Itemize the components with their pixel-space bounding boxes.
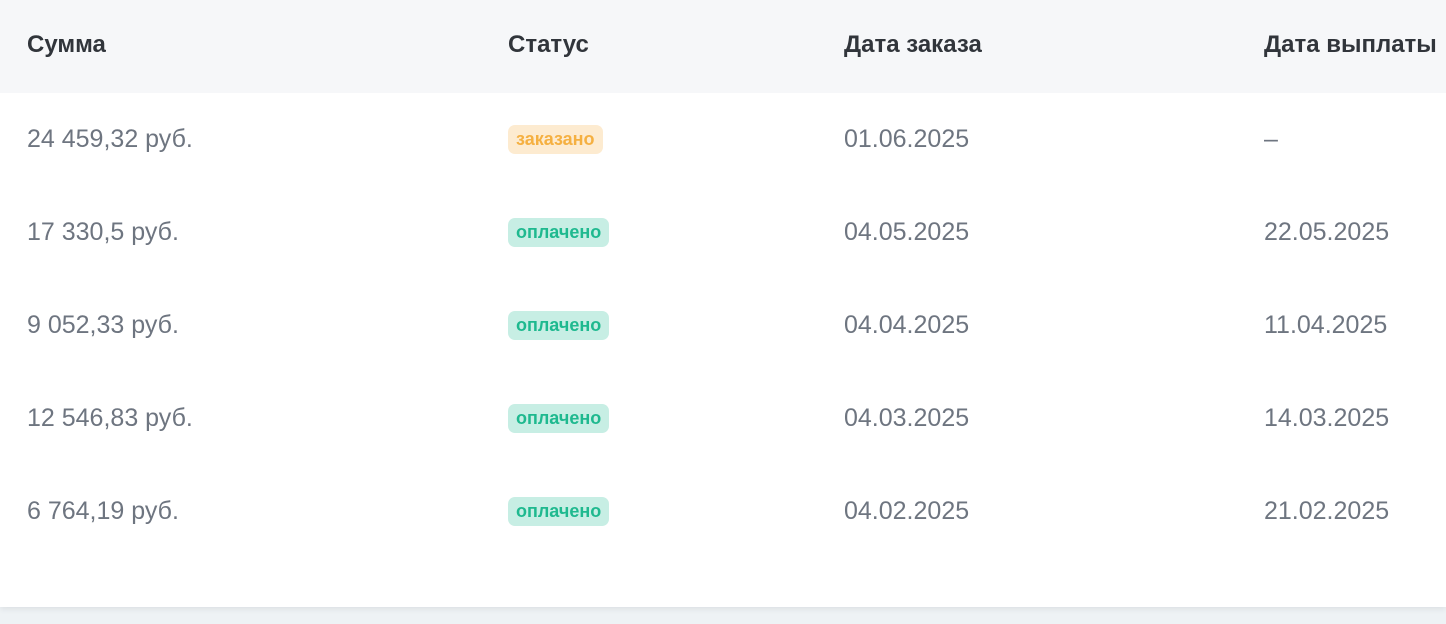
table-row: 9 052,33 руб. оплачено 04.04.2025 11.04.… xyxy=(0,279,1446,372)
status-badge: оплачено xyxy=(508,404,610,433)
header-payout-date: Дата выплаты xyxy=(1264,31,1437,58)
amount-cell: 17 330,5 руб. xyxy=(27,218,179,246)
order-date-cell: 04.02.2025 xyxy=(844,497,970,525)
payout-date-cell: 22.05.2025 xyxy=(1264,218,1390,246)
status-badge: заказано xyxy=(508,125,603,154)
order-date-cell: 04.04.2025 xyxy=(844,311,970,339)
status-badge: оплачено xyxy=(508,218,610,247)
order-date-cell: 04.03.2025 xyxy=(844,404,970,432)
payout-date-cell: 14.03.2025 xyxy=(1264,404,1390,432)
payout-date-cell: 11.04.2025 xyxy=(1264,311,1388,339)
table-row: 17 330,5 руб. оплачено 04.05.2025 22.05.… xyxy=(0,186,1446,279)
amount-cell: 6 764,19 руб. xyxy=(27,497,179,525)
table-header: Сумма Статус Дата заказа Дата выплаты xyxy=(0,0,1446,93)
status-badge: оплачено xyxy=(508,497,610,526)
header-order-date: Дата заказа xyxy=(844,31,982,58)
status-badge: оплачено xyxy=(508,311,610,340)
orders-table: Сумма Статус Дата заказа Дата выплаты 24… xyxy=(0,0,1446,607)
amount-cell: 24 459,32 руб. xyxy=(27,125,193,153)
payout-date-cell: – xyxy=(1264,125,1278,153)
amount-cell: 9 052,33 руб. xyxy=(27,311,179,339)
payout-date-cell: 21.02.2025 xyxy=(1264,497,1390,525)
amount-cell: 12 546,83 руб. xyxy=(27,404,193,432)
order-date-cell: 04.05.2025 xyxy=(844,218,970,246)
header-amount: Сумма xyxy=(27,31,106,58)
table-row: 6 764,19 руб. оплачено 04.02.2025 21.02.… xyxy=(0,465,1446,558)
table-row: 24 459,32 руб. заказано 01.06.2025 – xyxy=(0,93,1446,186)
order-date-cell: 01.06.2025 xyxy=(844,125,970,153)
header-status: Статус xyxy=(508,31,589,58)
table-row: 12 546,83 руб. оплачено 04.03.2025 14.03… xyxy=(0,372,1446,465)
